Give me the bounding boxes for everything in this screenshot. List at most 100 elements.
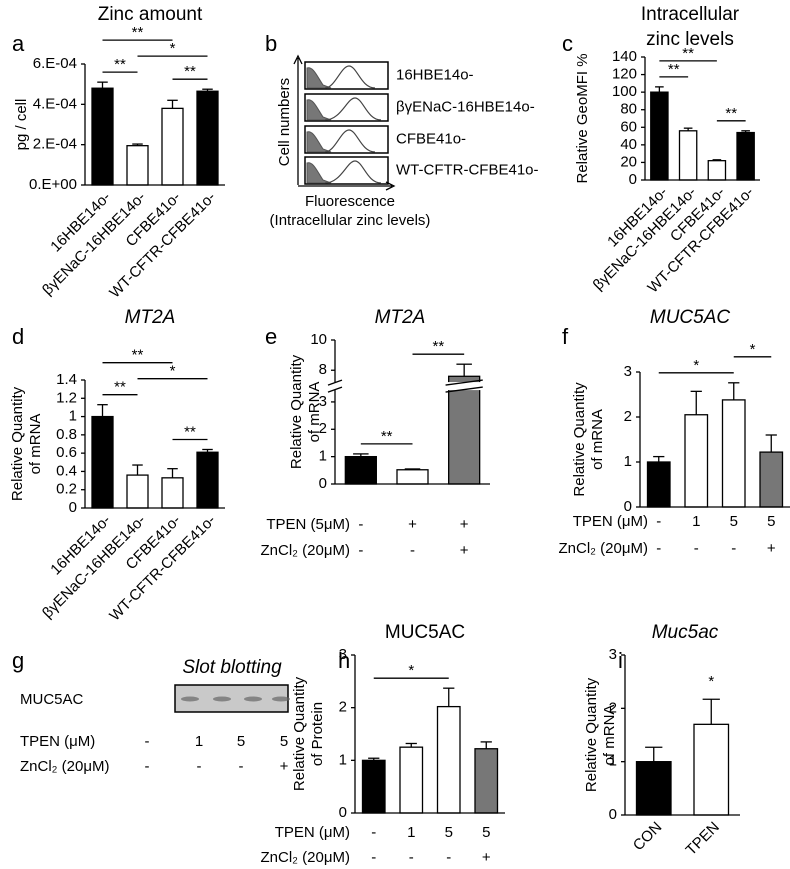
break-mark xyxy=(445,386,483,393)
y-tick-label: 2 xyxy=(609,699,617,716)
y-tick-label: 100 xyxy=(612,83,637,100)
bar xyxy=(684,414,709,508)
y-axis-label: of mRNA xyxy=(601,705,618,766)
y-tick-label: 3 xyxy=(609,646,617,663)
bar xyxy=(693,723,730,816)
y-tick-label: 3 xyxy=(339,646,347,663)
y-tick-label: 0 xyxy=(69,499,77,516)
x-arrow xyxy=(298,181,396,191)
condition-label: TPEN (5μM) xyxy=(266,516,350,533)
condition-value: + xyxy=(280,758,289,775)
y-tick-label: 1 xyxy=(624,453,632,470)
y-axis-label: Relative Quantity xyxy=(571,382,588,497)
y-tick-label: 0.6 xyxy=(56,444,77,461)
y-axis-label: Relative Quantity xyxy=(291,676,308,791)
condition-value: - xyxy=(409,849,414,866)
bar xyxy=(196,451,219,509)
condition-value: - xyxy=(410,542,415,559)
x-axis-label: Fluorescence xyxy=(305,193,395,210)
y-tick-label: 120 xyxy=(612,66,637,83)
bar xyxy=(126,145,149,186)
chart-title: zinc levels xyxy=(646,29,734,50)
significance-label: ** xyxy=(725,105,737,122)
bar xyxy=(448,375,481,485)
significance-label: ** xyxy=(184,63,196,80)
histogram-line xyxy=(324,160,382,184)
condition-value: + xyxy=(767,540,776,557)
condition-value: 5 xyxy=(482,824,490,841)
histogram-filled xyxy=(306,67,332,89)
significance-label: ** xyxy=(132,347,144,364)
panel-letter: g xyxy=(12,648,24,673)
histogram-label: CFBE41o- xyxy=(396,130,466,147)
y-tick-label: 6.E-04 xyxy=(33,55,77,72)
condition-label: TPEN (μM) xyxy=(20,733,95,750)
condition-label: TPEN (μM) xyxy=(275,824,350,841)
significance-label: * xyxy=(408,662,414,679)
bar xyxy=(646,461,671,508)
y-tick-label: 1 xyxy=(69,408,77,425)
significance-label: ** xyxy=(381,428,393,445)
y-axis-label: of mRNA xyxy=(589,409,606,470)
condition-value: - xyxy=(731,540,736,557)
condition-value: 5 xyxy=(767,513,775,530)
significance-label: * xyxy=(708,673,714,690)
y-tick-label: 0.8 xyxy=(56,426,77,443)
y-tick-label: 0 xyxy=(609,806,617,823)
y-tick-label: 1 xyxy=(319,448,327,465)
condition-value: 5 xyxy=(280,733,288,750)
chart-title: Zinc amount xyxy=(98,4,203,25)
significance-label: * xyxy=(170,363,176,380)
y-tick-label: 0 xyxy=(319,475,327,492)
histogram-line xyxy=(324,65,376,89)
significance-label: ** xyxy=(114,379,126,396)
panel-letter: h xyxy=(338,648,350,673)
y-tick-label: 2 xyxy=(319,420,327,437)
bar xyxy=(196,90,219,186)
y-tick-label: 1.4 xyxy=(56,371,77,388)
bar xyxy=(161,107,184,186)
significance-label: * xyxy=(693,357,699,374)
significance-label: * xyxy=(750,341,756,358)
condition-value: - xyxy=(239,758,244,775)
blot-title: Slot blotting xyxy=(182,657,282,678)
histogram-line xyxy=(324,97,382,121)
y-arrow xyxy=(293,54,303,185)
significance-label: * xyxy=(170,40,176,57)
y-tick-label: 0 xyxy=(629,171,637,188)
bar xyxy=(474,748,499,814)
blot-band xyxy=(181,696,199,702)
condition-value: - xyxy=(358,542,363,559)
condition-value: + xyxy=(408,516,417,533)
condition-label: TPEN (μM) xyxy=(573,513,648,530)
condition-value: - xyxy=(656,513,661,530)
chart-title: MUC5AC xyxy=(385,622,465,643)
bar xyxy=(396,469,429,485)
axis-break xyxy=(327,382,490,391)
histogram-line xyxy=(324,129,376,153)
y-tick-label: 1 xyxy=(609,753,617,770)
y-axis-label: of mRNA xyxy=(27,414,44,475)
bar xyxy=(707,160,727,181)
bar xyxy=(361,759,386,814)
x-tick-label: CON xyxy=(630,819,666,855)
y-tick-label: 0 xyxy=(624,498,632,515)
bar xyxy=(91,415,114,509)
x-axis-label: (Intracellular zinc levels) xyxy=(270,212,431,229)
y-tick-label: 40 xyxy=(620,136,637,153)
panel-letter: b xyxy=(265,31,277,56)
histogram-filled xyxy=(306,131,332,153)
chart-title: MUC5AC xyxy=(650,307,731,328)
panel-letter: f xyxy=(562,324,569,349)
blot-box xyxy=(174,684,289,713)
significance-label: ** xyxy=(114,56,126,73)
histogram-filled xyxy=(306,162,332,184)
y-axis-label: Relative GeoMFI % xyxy=(574,53,591,183)
y-tick-label: 3 xyxy=(319,393,327,410)
blot-band xyxy=(213,696,231,702)
break-mark xyxy=(327,386,343,393)
y-tick-label: 4.E-04 xyxy=(33,95,77,112)
condition-value: 1 xyxy=(407,824,415,841)
y-tick-label: 1 xyxy=(339,751,347,768)
condition-label: ZnCl₂ (20μM) xyxy=(20,758,109,775)
